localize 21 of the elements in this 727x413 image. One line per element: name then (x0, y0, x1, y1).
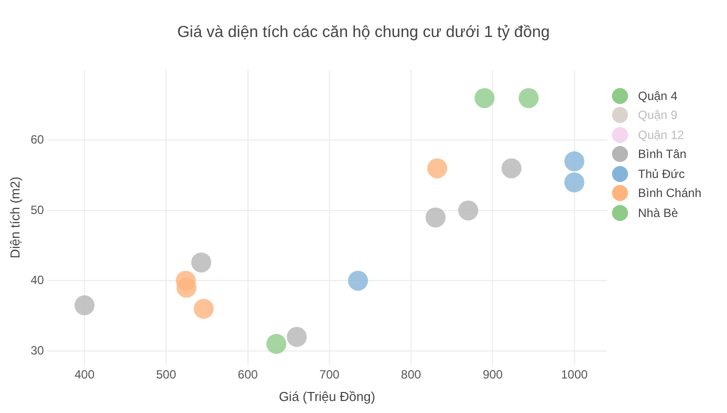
legend-label: Quận 4 (638, 88, 678, 103)
y-tick-label: 30 (30, 343, 44, 358)
legend-label: Thủ Đức (638, 166, 685, 181)
y-axis-title: Diện tích (m2) (7, 176, 22, 258)
y-tick-label: 60 (30, 132, 44, 147)
chart-title: Giá và diện tích các căn hộ chung cư dưới 1 tỷ đồng (176, 24, 551, 42)
legend-label: Bình Chánh (638, 186, 702, 200)
y-tick-label: 50 (30, 202, 44, 217)
x-tick-label: 700 (319, 368, 340, 382)
x-axis-title: Giá (Triệu Đồng) (278, 388, 376, 404)
x-tick-label: 800 (401, 368, 422, 382)
legend-label: Quận 9 (638, 108, 678, 122)
legend-label: Nhà Bè (638, 206, 678, 220)
x-tick-label: 600 (238, 368, 258, 382)
x-tick-label: 900 (482, 368, 504, 382)
y-tick-label: 40 (30, 273, 44, 288)
x-tick-label: 400 (74, 368, 95, 382)
legend-label: Bình Tân (638, 147, 686, 162)
x-tick-label: 500 (156, 368, 176, 382)
legend-label: Quận 12 (638, 128, 684, 142)
x-tick-label: 1000 (560, 368, 588, 382)
